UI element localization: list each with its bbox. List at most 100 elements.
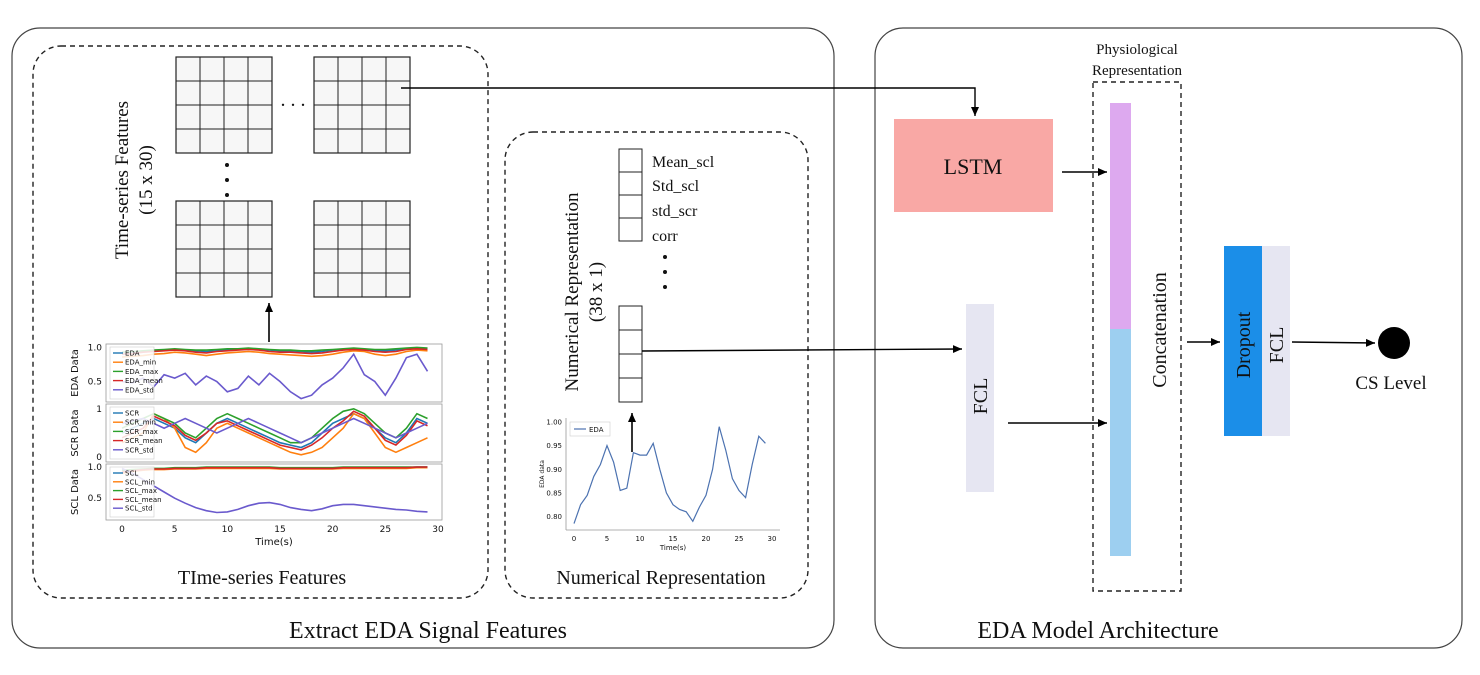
legend-entry: EDA bbox=[589, 426, 604, 434]
multiplot-xtick: 15 bbox=[274, 525, 285, 535]
svg-text:Concatenation: Concatenation bbox=[1149, 272, 1171, 388]
multiplot-xlabel: Time(s) bbox=[254, 537, 293, 548]
feature-name: corr bbox=[652, 228, 678, 245]
fcl2-block bbox=[1262, 246, 1290, 436]
subplot-ylabel: EDA Data bbox=[70, 349, 81, 397]
multiplot-xtick: 5 bbox=[172, 525, 178, 535]
signal-trace bbox=[121, 352, 429, 400]
eda-xtick: 30 bbox=[768, 535, 777, 543]
numerical-vector-label: Numerical Representation (38 x 1) bbox=[562, 192, 607, 391]
subplot-ylabel: SCL Data bbox=[70, 469, 81, 515]
eda-xtick: 10 bbox=[636, 535, 645, 543]
signal-trace bbox=[121, 467, 428, 514]
subplot-ytick: 0.5 bbox=[88, 378, 102, 388]
eda-xtick: 20 bbox=[702, 535, 711, 543]
physio-label-line1: Physiological bbox=[1096, 42, 1178, 58]
legend-entry: EDA_min bbox=[125, 359, 156, 367]
svg-text:FCL: FCL bbox=[970, 378, 992, 415]
svg-text:Numerical Representation: Numerical Representation bbox=[562, 192, 583, 391]
feature-grid bbox=[313, 200, 411, 298]
right-panel-border bbox=[874, 27, 1463, 649]
signal-subplot: 1.0 0.5 SCL Data SCLSCL_minSCL_maxSCL_meanS… bbox=[70, 463, 443, 521]
grid-to-lstm-arrow bbox=[401, 87, 979, 116]
physio-dashed-box bbox=[1092, 81, 1182, 592]
multiplot-xtick: 25 bbox=[380, 525, 391, 535]
eda-line-chart: 1.00 0.95 0.90 0.85 0.80 0 5 10 15 20 25 30 Time(s) E… bbox=[539, 418, 780, 552]
eda-ytick: 0.80 bbox=[546, 513, 562, 521]
signal-trace bbox=[121, 412, 428, 456]
lstm-label: LSTM bbox=[944, 154, 1003, 179]
multi-signal-plot: 1.0 0.5 EDA Data EDAEDA_minEDA_maxEDA_meanE… bbox=[70, 343, 444, 548]
subplot-ytick: 0 bbox=[96, 453, 102, 463]
signal-trace bbox=[121, 346, 428, 353]
eda-xlabel: Time(s) bbox=[659, 544, 687, 552]
svg-text:FCL: FCL bbox=[1266, 327, 1288, 364]
legend-entry: SCL_mean bbox=[125, 496, 162, 504]
vector-to-fcl-arrow bbox=[641, 345, 963, 354]
svg-text:Time-series Features: Time-series Features bbox=[112, 101, 133, 259]
subplot-ytick: 1.0 bbox=[88, 463, 103, 473]
feature-name: Std_scl bbox=[652, 178, 700, 195]
legend-entry: SCR_mean bbox=[125, 437, 163, 445]
feature-vector-bottom bbox=[618, 305, 643, 403]
eda-xtick: 5 bbox=[605, 535, 609, 543]
dropout-block bbox=[1224, 246, 1262, 436]
multiplot-xtick: 0 bbox=[119, 525, 125, 535]
svg-text:(38 x 1): (38 x 1) bbox=[586, 262, 607, 322]
numerical-caption: Numerical Representation bbox=[556, 567, 765, 589]
vector-dots-vertical bbox=[663, 255, 667, 289]
legend-entry: SCR_min bbox=[125, 419, 156, 427]
feature-grid bbox=[175, 56, 273, 154]
feature-name: Mean_scl bbox=[652, 154, 715, 171]
svg-text:(15 x 30): (15 x 30) bbox=[136, 145, 157, 215]
feature-grids bbox=[175, 56, 411, 298]
multiplot-xtick: 10 bbox=[222, 525, 234, 535]
eda-xtick: 25 bbox=[735, 535, 744, 543]
fcl-block bbox=[966, 304, 994, 492]
grid-dots-vertical bbox=[225, 163, 229, 197]
concat-bar-top bbox=[1110, 103, 1131, 329]
legend-entry: SCR_max bbox=[125, 428, 158, 436]
legend-entry: SCR bbox=[125, 410, 139, 418]
subplot-ytick: 0.5 bbox=[88, 494, 102, 504]
concat-label: Concatenation bbox=[1149, 272, 1171, 388]
feature-vector-top bbox=[618, 148, 643, 242]
signal-trace bbox=[121, 347, 428, 355]
feature-grid bbox=[313, 56, 411, 154]
eda-xtick: 0 bbox=[572, 535, 576, 543]
legend-entry: EDA_max bbox=[125, 368, 158, 376]
legend-entry: EDA bbox=[125, 350, 140, 358]
feature-name: std_scr bbox=[652, 203, 698, 220]
fcl-label: FCL bbox=[970, 378, 992, 415]
legend-entry: EDA_std bbox=[125, 386, 154, 394]
multiplot-xtick: 20 bbox=[327, 525, 339, 535]
signal-trace bbox=[121, 349, 428, 358]
multiplot-xtick: 30 bbox=[432, 525, 444, 535]
signal-trace bbox=[121, 466, 428, 473]
left-panel-title: Extract EDA Signal Features bbox=[289, 618, 567, 644]
legend-entry: SCR_std bbox=[125, 446, 154, 454]
timeseries-caption: TIme-series Features bbox=[178, 567, 346, 589]
output-node bbox=[1378, 327, 1410, 359]
legend-entry: EDA_mean bbox=[125, 377, 163, 385]
eda-ylabel: EDA data bbox=[539, 460, 546, 488]
legend-entry: SCL_std bbox=[125, 505, 153, 513]
timeseries-box bbox=[32, 45, 489, 599]
concat-bar-bottom bbox=[1110, 329, 1131, 556]
signal-subplot: 1 0 SCR Data SCRSCR_minSCR_maxSCR_meanSCR_s… bbox=[70, 403, 443, 463]
legend-entry: SCL_min bbox=[125, 478, 155, 486]
output-label: CS Level bbox=[1355, 373, 1426, 394]
eda-ytick: 1.00 bbox=[546, 419, 562, 427]
signal-trace bbox=[121, 407, 428, 444]
fcl2-label: FCL bbox=[1266, 327, 1288, 364]
svg-text:Dropout: Dropout bbox=[1233, 311, 1255, 378]
feature-grid bbox=[175, 200, 273, 298]
signal-subplot: 1.0 0.5 EDA Data EDAEDA_minEDA_maxEDA_meanE… bbox=[70, 343, 443, 403]
timeseries-grid-label: Time-series Features (15 x 30) bbox=[112, 101, 157, 259]
dropout-label: Dropout bbox=[1233, 311, 1255, 378]
signal-trace bbox=[121, 417, 428, 444]
lstm-block bbox=[894, 119, 1053, 212]
